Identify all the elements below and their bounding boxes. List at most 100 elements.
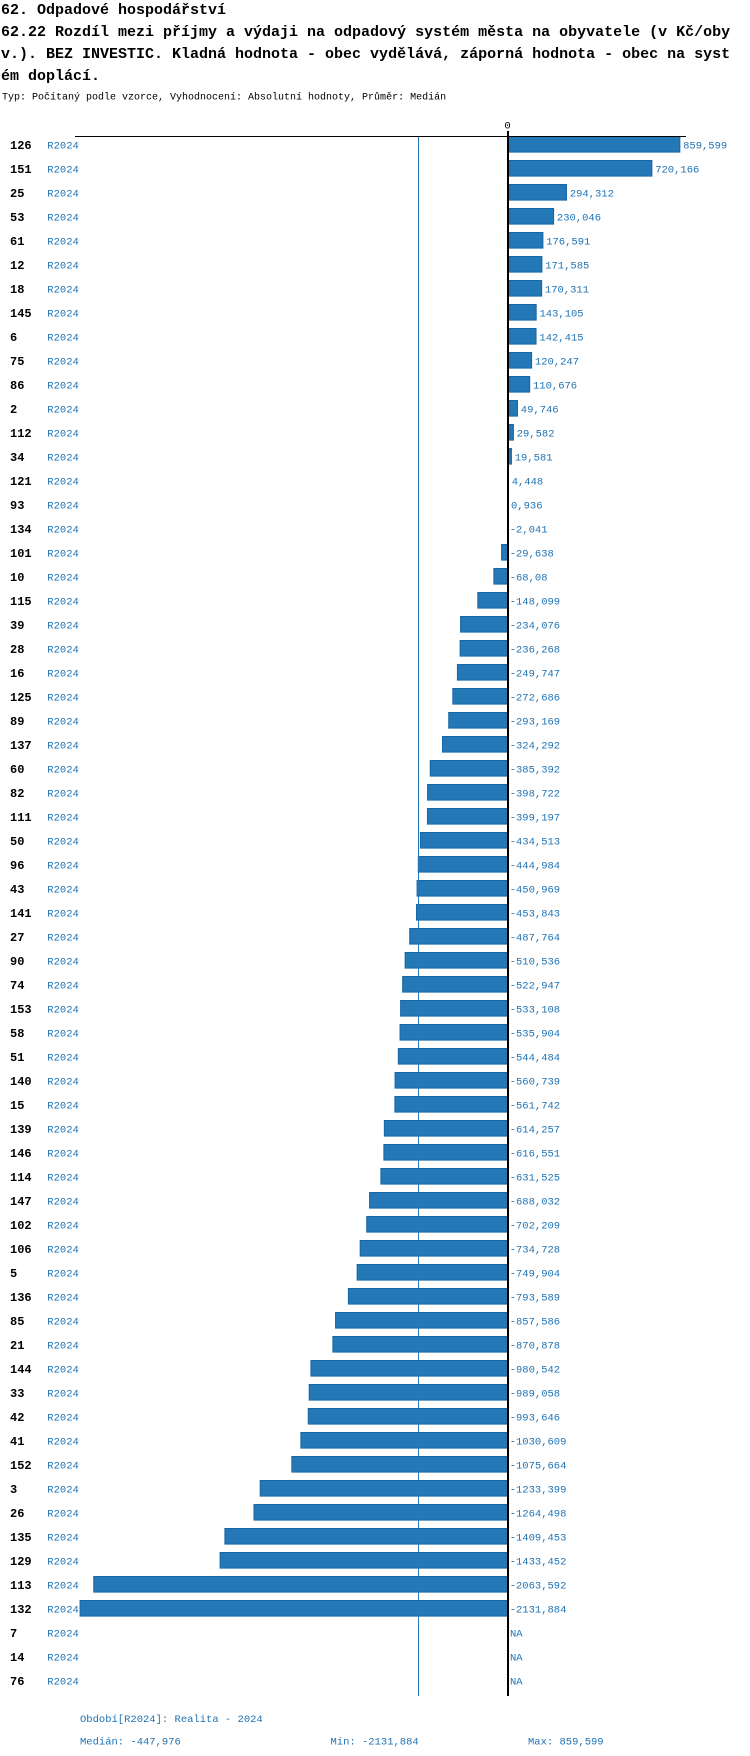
svg-text:6: 6 — [10, 331, 17, 345]
svg-text:134: 134 — [10, 523, 32, 537]
svg-text:R2024: R2024 — [47, 212, 79, 224]
svg-text:16: 16 — [10, 667, 24, 681]
svg-text:R2024: R2024 — [47, 644, 79, 656]
svg-text:Období[R2024]: Realita - 2024: Období[R2024]: Realita - 2024 — [80, 1714, 263, 1726]
svg-text:-870,878: -870,878 — [510, 1340, 560, 1352]
svg-text:96: 96 — [10, 859, 24, 873]
svg-text:19,581: 19,581 — [515, 452, 553, 464]
svg-text:125: 125 — [10, 691, 32, 705]
svg-text:R2024: R2024 — [47, 164, 79, 176]
svg-text:15: 15 — [10, 1099, 24, 1113]
svg-text:129: 129 — [10, 1555, 32, 1569]
svg-text:12: 12 — [10, 259, 24, 273]
svg-text:R2024: R2024 — [47, 1364, 79, 1376]
svg-text:74: 74 — [10, 979, 24, 993]
svg-text:151: 151 — [10, 163, 32, 177]
svg-text:Medián: -447,976: Medián: -447,976 — [80, 1737, 181, 1749]
svg-text:110,676: 110,676 — [533, 380, 577, 392]
svg-text:R2024: R2024 — [47, 980, 79, 992]
svg-text:294,312: 294,312 — [570, 188, 614, 200]
svg-text:171,585: 171,585 — [545, 260, 589, 272]
svg-text:14: 14 — [10, 1651, 24, 1665]
svg-text:Min: -2131,884: Min: -2131,884 — [331, 1737, 419, 1749]
svg-text:106: 106 — [10, 1243, 32, 1257]
svg-text:141: 141 — [10, 907, 32, 921]
svg-text:33: 33 — [10, 1387, 24, 1401]
svg-text:29,582: 29,582 — [517, 428, 555, 440]
svg-text:51: 51 — [10, 1051, 24, 1065]
svg-text:R2024: R2024 — [47, 1172, 79, 1184]
svg-text:-857,586: -857,586 — [510, 1316, 560, 1328]
svg-text:145: 145 — [10, 307, 32, 321]
svg-text:-450,969: -450,969 — [510, 884, 560, 896]
svg-text:53: 53 — [10, 211, 24, 225]
svg-text:-993,646: -993,646 — [510, 1412, 560, 1424]
svg-text:R2024: R2024 — [47, 1052, 79, 1064]
svg-text:859,599: 859,599 — [683, 140, 727, 152]
svg-text:NA: NA — [510, 1652, 523, 1664]
svg-text:28: 28 — [10, 643, 24, 657]
svg-text:-989,058: -989,058 — [510, 1388, 560, 1400]
svg-text:49,746: 49,746 — [521, 404, 559, 416]
svg-text:34: 34 — [10, 451, 24, 465]
svg-text:18: 18 — [10, 283, 24, 297]
svg-text:-793,589: -793,589 — [510, 1292, 560, 1304]
svg-text:R2024: R2024 — [47, 1340, 79, 1352]
svg-text:NA: NA — [510, 1676, 523, 1688]
svg-text:R2024: R2024 — [47, 1628, 79, 1640]
svg-text:-535,904: -535,904 — [510, 1028, 560, 1040]
svg-text:121: 121 — [10, 475, 32, 489]
svg-text:-148,099: -148,099 — [510, 596, 560, 608]
svg-text:R2024: R2024 — [47, 620, 79, 632]
svg-text:144: 144 — [10, 1363, 32, 1377]
svg-text:85: 85 — [10, 1315, 24, 1329]
svg-text:176,591: 176,591 — [546, 236, 590, 248]
svg-text:NA: NA — [510, 1628, 523, 1640]
svg-text:26: 26 — [10, 1507, 24, 1521]
svg-text:139: 139 — [10, 1123, 32, 1137]
svg-text:39: 39 — [10, 619, 24, 633]
svg-text:-560,739: -560,739 — [510, 1076, 560, 1088]
svg-text:R2024: R2024 — [47, 524, 79, 536]
svg-text:R2024: R2024 — [47, 404, 79, 416]
svg-text:R2024: R2024 — [47, 1436, 79, 1448]
svg-text:-324,292: -324,292 — [510, 740, 560, 752]
svg-text:R2024: R2024 — [47, 1148, 79, 1160]
svg-text:R2024: R2024 — [47, 1532, 79, 1544]
svg-text:-522,947: -522,947 — [510, 980, 560, 992]
svg-text:R2024: R2024 — [47, 860, 79, 872]
svg-text:135: 135 — [10, 1531, 32, 1545]
svg-text:152: 152 — [10, 1459, 32, 1473]
svg-text:-561,742: -561,742 — [510, 1100, 560, 1112]
svg-text:140: 140 — [10, 1075, 32, 1089]
svg-text:R2024: R2024 — [47, 1076, 79, 1088]
svg-text:R2024: R2024 — [47, 932, 79, 944]
svg-text:102: 102 — [10, 1219, 32, 1233]
svg-text:5: 5 — [10, 1267, 17, 1281]
svg-text:82: 82 — [10, 787, 24, 801]
svg-text:R2024: R2024 — [47, 1268, 79, 1280]
svg-text:-544,484: -544,484 — [510, 1052, 560, 1064]
svg-text:4,448: 4,448 — [512, 476, 544, 488]
svg-text:230,046: 230,046 — [557, 212, 601, 224]
svg-text:-385,392: -385,392 — [510, 764, 560, 776]
svg-text:-2131,884: -2131,884 — [510, 1604, 567, 1616]
svg-text:75: 75 — [10, 355, 24, 369]
svg-text:42: 42 — [10, 1411, 24, 1425]
svg-text:115: 115 — [10, 595, 32, 609]
svg-text:R2024: R2024 — [47, 308, 79, 320]
svg-text:-1233,399: -1233,399 — [510, 1484, 567, 1496]
svg-text:62. Odpadové hospodářství: 62. Odpadové hospodářství — [1, 2, 226, 19]
svg-text:R2024: R2024 — [47, 1004, 79, 1016]
svg-text:720,166: 720,166 — [655, 164, 699, 176]
svg-text:-1409,453: -1409,453 — [510, 1532, 567, 1544]
svg-text:R2024: R2024 — [47, 1556, 79, 1568]
svg-text:-616,551: -616,551 — [510, 1148, 560, 1160]
svg-text:R2024: R2024 — [47, 332, 79, 344]
svg-text:R2024: R2024 — [47, 740, 79, 752]
svg-text:-293,169: -293,169 — [510, 716, 560, 728]
svg-text:R2024: R2024 — [47, 1676, 79, 1688]
svg-text:R2024: R2024 — [47, 908, 79, 920]
svg-text:-236,268: -236,268 — [510, 644, 560, 656]
svg-text:-688,032: -688,032 — [510, 1196, 560, 1208]
